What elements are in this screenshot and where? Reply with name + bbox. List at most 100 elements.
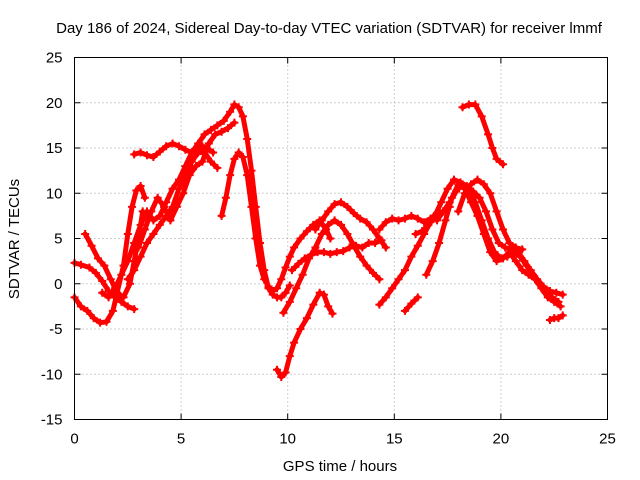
data-point — [290, 338, 299, 347]
data-point — [294, 259, 303, 268]
data-point — [243, 134, 252, 143]
data-point — [326, 249, 335, 258]
data-point — [407, 252, 416, 261]
data-point — [330, 200, 339, 209]
data-point — [87, 241, 96, 250]
data-point — [458, 103, 467, 112]
data-point — [558, 290, 567, 299]
data-point — [206, 157, 215, 166]
data-point — [505, 239, 514, 248]
data-point — [556, 302, 565, 311]
data-point — [311, 225, 320, 234]
data-point — [503, 252, 512, 261]
data-point — [168, 139, 177, 148]
series-line — [280, 217, 382, 316]
data-point — [356, 252, 365, 261]
data-point — [136, 182, 145, 191]
data-point — [439, 207, 448, 216]
data-point — [102, 317, 111, 326]
data-point — [375, 275, 384, 284]
data-point — [198, 157, 207, 166]
data-point — [460, 189, 469, 198]
data-point — [400, 306, 409, 315]
data-point — [375, 225, 384, 234]
data-point — [125, 279, 134, 288]
data-point — [424, 220, 433, 229]
data-point — [123, 275, 132, 284]
data-point — [285, 252, 294, 261]
data-point — [155, 220, 164, 229]
data-point — [213, 121, 222, 130]
series-track-11 — [287, 236, 386, 275]
data-point — [368, 268, 377, 277]
data-point — [285, 281, 294, 290]
y-axis-title: SDTVAR / TECUs — [6, 179, 23, 299]
data-point — [309, 300, 318, 309]
data-point — [200, 148, 209, 157]
data-point — [221, 193, 230, 202]
data-point — [388, 284, 397, 293]
data-point — [123, 229, 132, 238]
data-point — [428, 257, 437, 266]
data-point — [471, 100, 480, 109]
data-point — [98, 277, 107, 286]
data-point — [302, 314, 311, 323]
data-point — [219, 116, 228, 125]
y-tick-label: 0 — [54, 276, 62, 293]
data-point — [181, 172, 190, 181]
data-point — [140, 225, 149, 234]
data-point — [264, 282, 273, 291]
data-point — [81, 229, 90, 238]
data-point — [247, 202, 256, 211]
data-point — [130, 305, 139, 314]
data-point — [522, 261, 531, 270]
data-point — [400, 266, 409, 275]
data-point — [452, 187, 461, 196]
data-point — [330, 216, 339, 225]
plot-frame — [74, 57, 608, 420]
data-point — [449, 175, 458, 184]
data-point — [238, 112, 247, 121]
data-point — [76, 260, 85, 269]
data-point — [394, 275, 403, 284]
data-point — [260, 275, 269, 284]
data-point — [217, 127, 226, 136]
data-point — [277, 275, 286, 284]
data-point — [381, 243, 390, 252]
data-point — [224, 124, 233, 133]
data-point — [123, 302, 132, 311]
series-track-9 — [273, 288, 337, 381]
data-point — [128, 202, 137, 211]
data-point — [117, 270, 126, 279]
data-point — [407, 211, 416, 220]
data-point — [104, 293, 113, 302]
data-point — [166, 216, 175, 225]
data-point — [98, 288, 107, 297]
series-track-4 — [98, 100, 294, 302]
data-point — [351, 241, 360, 250]
data-point — [339, 247, 348, 256]
data-point — [400, 214, 409, 223]
data-point — [287, 266, 296, 275]
data-point — [371, 239, 380, 248]
data-point — [381, 218, 390, 227]
data-point — [362, 261, 371, 270]
data-point — [292, 284, 301, 293]
data-point — [413, 214, 422, 223]
data-point — [234, 148, 243, 157]
data-point — [281, 263, 290, 272]
data-point — [541, 288, 550, 297]
series-track-20 — [458, 100, 508, 169]
data-point — [83, 306, 92, 315]
data-point — [136, 252, 145, 261]
data-point — [375, 234, 384, 243]
data-point — [422, 270, 431, 279]
data-point — [475, 193, 484, 202]
data-point — [488, 225, 497, 234]
data-point — [206, 125, 215, 134]
data-point — [486, 189, 495, 198]
series-line — [434, 181, 561, 305]
data-point — [132, 186, 141, 195]
data-point — [277, 372, 286, 381]
data-point — [545, 315, 554, 324]
